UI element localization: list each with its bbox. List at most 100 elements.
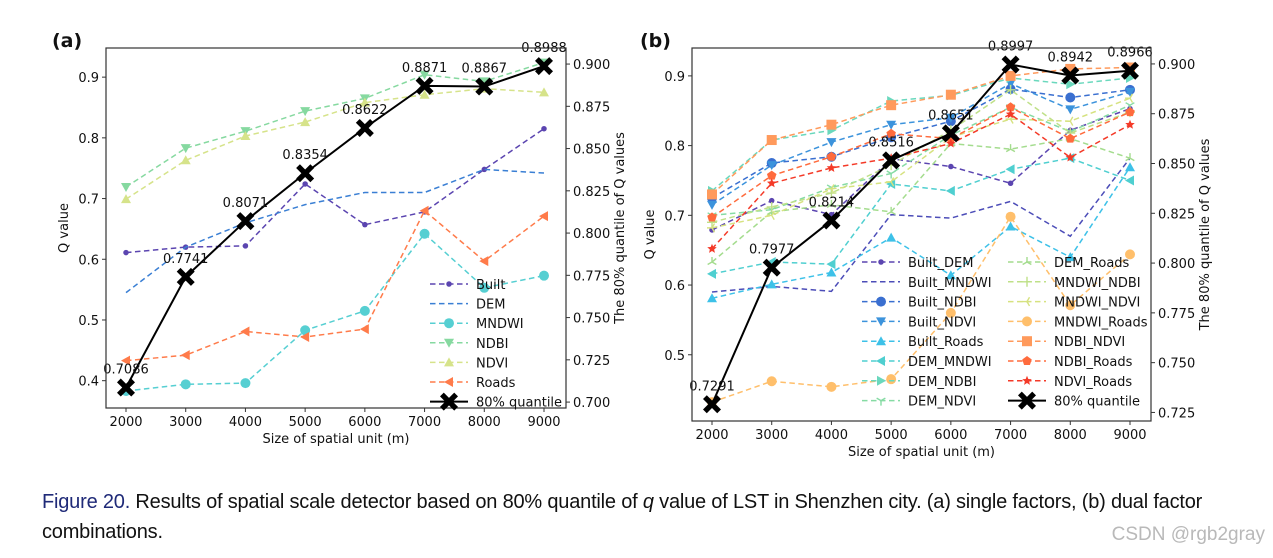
- data-point: [826, 138, 837, 148]
- data-point: [1065, 300, 1076, 311]
- data-point: [707, 212, 717, 222]
- legend-marker: [877, 375, 886, 386]
- chart-panel-b: (b)0.72910.79770.82140.85160.86510.89970…: [640, 30, 1213, 460]
- data-point: [707, 268, 716, 279]
- quantile-data-label: 0.8966: [1107, 46, 1153, 61]
- data-point: [707, 223, 716, 233]
- series-line: [125, 87, 545, 200]
- series-built-roads: [707, 162, 1135, 303]
- quantile-point: [1001, 55, 1020, 74]
- quantile-data-label: 0.8354: [282, 148, 328, 163]
- series-line: [125, 209, 545, 362]
- legend-label: Built_DEM: [908, 256, 973, 271]
- data-point: [886, 178, 896, 189]
- data-point: [826, 259, 836, 270]
- legend-label: Roads: [476, 376, 516, 391]
- panel-label: (a): [52, 30, 82, 52]
- legend-marker: [444, 377, 453, 387]
- data-point: [300, 325, 311, 336]
- data-point: [886, 206, 896, 215]
- data-point: [1065, 252, 1076, 262]
- legend-marker: [444, 357, 454, 367]
- legend-label: 80% quantile: [1054, 395, 1140, 410]
- y-tick-label: 0.7: [664, 209, 685, 224]
- data-point: [180, 379, 191, 390]
- x-tick-label: 9000: [527, 415, 560, 430]
- series-80-quantile: 0.7086 0.7741 0.8071 0.8354 0.8622 0.8871 0.88…: [103, 41, 567, 397]
- y2-tick-label: 0.875: [1158, 108, 1195, 123]
- x-tick-label: 5000: [289, 415, 322, 430]
- y2-tick-label: 0.800: [1158, 257, 1195, 272]
- data-point: [946, 138, 956, 148]
- data-point: [539, 211, 548, 222]
- legend-item: MNDWI_NDBI: [1008, 276, 1141, 291]
- data-point: [121, 355, 130, 366]
- series-line: [711, 88, 1131, 224]
- legend-marker: [1018, 391, 1036, 410]
- legend-item: NDBI: [430, 337, 509, 352]
- data-point: [1005, 84, 1016, 95]
- data-point: [766, 376, 777, 387]
- legend-item: MNDWI: [430, 317, 524, 332]
- data-point: [1125, 87, 1135, 97]
- data-point: [240, 326, 250, 337]
- quantile-point: [1061, 66, 1080, 85]
- legend-marker: [446, 281, 452, 287]
- data-point: [1065, 63, 1076, 74]
- data-point: [766, 210, 775, 221]
- data-point: [419, 228, 430, 239]
- data-point: [1125, 107, 1135, 117]
- data-point: [1005, 70, 1016, 81]
- data-point: [300, 107, 311, 117]
- legend-item: Built_NDBI: [862, 296, 976, 311]
- y2-tick-label: 0.850: [1158, 158, 1195, 173]
- x-tick-label: 7000: [994, 428, 1027, 443]
- y2-tick-label: 0.750: [1158, 357, 1195, 372]
- quantile-point: [296, 164, 315, 183]
- data-point: [707, 189, 717, 200]
- data-point: [707, 257, 717, 266]
- figure-caption: Figure 20. Results of spatial scale dete…: [42, 487, 1242, 547]
- legend-item: DEM_NDBI: [862, 375, 976, 390]
- data-point: [826, 199, 837, 208]
- legend-item: Built: [430, 278, 505, 293]
- series-line: [711, 166, 1131, 300]
- quantile-point: [882, 151, 901, 170]
- legend-item: NDBI_Roads: [1008, 355, 1133, 370]
- data-point: [1005, 221, 1016, 231]
- quantile-point: [355, 118, 374, 137]
- data-point: [180, 155, 191, 165]
- legend: Built DEM MNDWI NDBI NDVI Roads 80% quantile: [430, 278, 562, 411]
- data-point: [945, 113, 956, 123]
- series-line: [711, 82, 1131, 206]
- y2-tick-label: 0.775: [573, 269, 610, 284]
- legend-label: NDBI_Roads: [1054, 355, 1133, 370]
- legend-label: NDBI_NDVI: [1054, 335, 1125, 350]
- quantile-point: [415, 76, 434, 95]
- y2-tick-label: 0.850: [573, 143, 610, 158]
- legend-label: DEM_MNDWI: [908, 355, 992, 370]
- x-tick-label: 2000: [109, 415, 142, 430]
- data-point: [945, 307, 956, 318]
- data-point: [945, 270, 956, 280]
- data-point: [1125, 175, 1134, 186]
- quantile-data-label: 0.8997: [988, 40, 1034, 55]
- x-tick-label: 9000: [1113, 428, 1146, 443]
- data-point: [766, 201, 777, 212]
- legend-item: NDVI_Roads: [1008, 375, 1132, 390]
- x-tick-label: 3000: [169, 415, 202, 430]
- y-tick-label: 0.9: [78, 71, 99, 86]
- data-point: [1125, 119, 1135, 129]
- legend-marker: [444, 338, 454, 348]
- legend-label: DEM_NDBI: [908, 375, 976, 390]
- plot-frame: [691, 47, 1152, 422]
- legend-label: NDBI: [476, 337, 509, 352]
- caption-label: Figure 20.: [42, 491, 131, 513]
- legend-item: Built_NDVI: [862, 315, 976, 330]
- x-tick-label: 4000: [815, 428, 848, 443]
- quantile-point: [176, 267, 195, 286]
- x-tick-label: 5000: [875, 428, 908, 443]
- legend-item: Roads: [430, 376, 516, 391]
- y-tick-label: 0.8: [664, 140, 685, 155]
